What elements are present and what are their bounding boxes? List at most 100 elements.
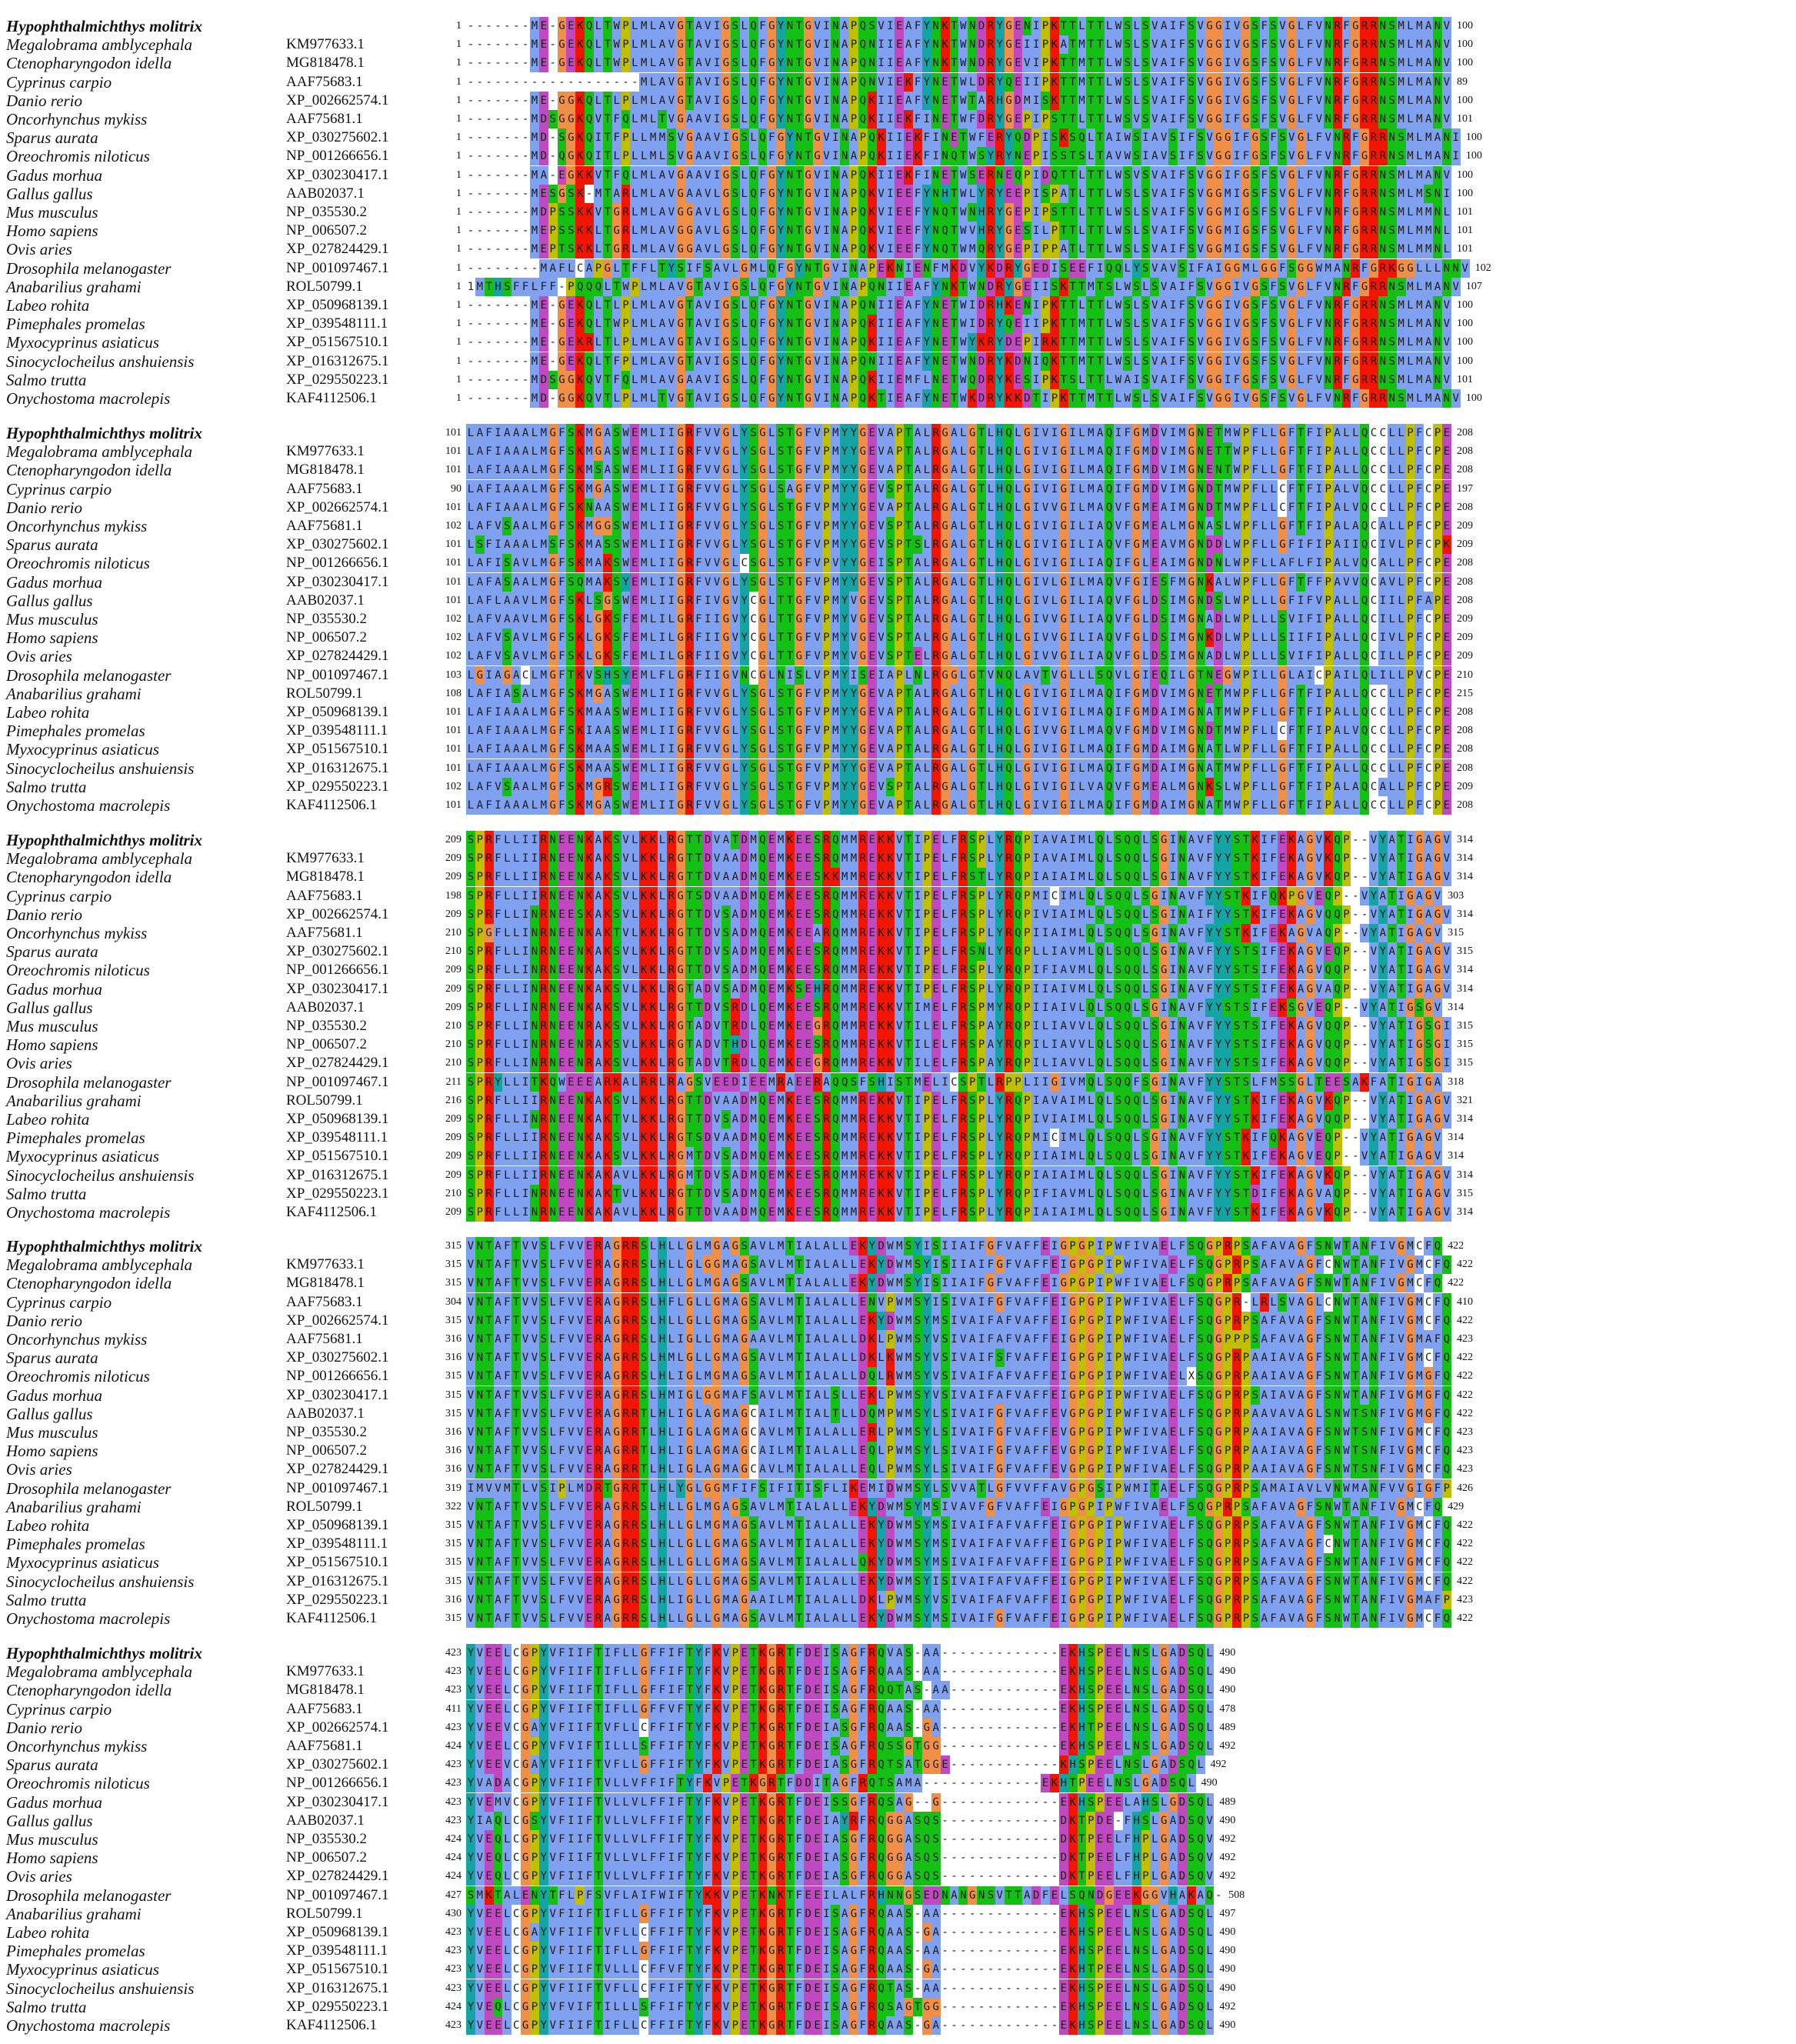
residue-cell: L	[767, 703, 777, 722]
residue-cell: M	[538, 554, 548, 573]
residue-cell: G	[1351, 91, 1361, 110]
residue-cell: R	[1369, 240, 1378, 259]
residue-cell: A	[1159, 535, 1169, 555]
residue-cell: T	[977, 572, 986, 592]
residue-cell: G	[721, 333, 731, 352]
residue-cell: F	[694, 610, 704, 629]
residue-cell: V	[1441, 35, 1451, 55]
residue-cell: R	[1360, 333, 1370, 352]
residue-cell: L	[921, 498, 931, 517]
residue-cell: A	[1332, 572, 1342, 592]
residue-cell: A	[885, 703, 895, 722]
residue-cell: L	[1077, 759, 1087, 778]
residue-cell: S	[566, 572, 576, 592]
residue-cell: Q	[1105, 722, 1115, 741]
residue-cell: I	[1168, 91, 1178, 110]
residue-cell: S	[611, 629, 621, 648]
residue-cell: T	[1095, 110, 1105, 128]
residue-cell: V	[493, 517, 503, 535]
residue-cell: -	[521, 91, 531, 110]
residue-cell: A	[1041, 849, 1050, 869]
residue-cell: F	[803, 722, 813, 741]
residue-cell: Q	[748, 389, 758, 408]
residue-cell: Q	[1105, 759, 1115, 778]
residue-cell: V	[1387, 572, 1397, 592]
residue-cell: N	[895, 258, 905, 278]
residue-cell: E	[867, 665, 877, 685]
residue-cell: S	[1396, 128, 1406, 148]
residue-cell: G	[1214, 110, 1224, 128]
residue-cell: E	[1205, 684, 1215, 703]
residue-cell: S	[1268, 184, 1278, 203]
residue-cell: S	[1278, 147, 1288, 166]
residue-cell: V	[1314, 333, 1324, 352]
residue-cell: L	[1387, 647, 1397, 666]
residue-cell: H	[995, 517, 1005, 535]
residue-cell: M	[1086, 461, 1096, 480]
residue-cell: F	[1287, 554, 1297, 573]
residue-cell: I	[712, 72, 722, 92]
residue-cell: L	[1387, 759, 1397, 778]
residue-cell: R	[685, 759, 695, 778]
residue-cell: N	[1195, 684, 1205, 703]
residue-cell: S	[566, 203, 576, 222]
residue-cell: L	[1223, 572, 1233, 592]
residue-cell: N	[1195, 424, 1205, 442]
residue-cell: W	[958, 72, 968, 92]
residue-cell: F	[1178, 296, 1187, 315]
residue-cell: L	[1086, 128, 1096, 148]
residue-cell: A	[1105, 128, 1115, 148]
residue-cell: G	[1131, 572, 1141, 592]
residue-cell: R	[685, 517, 695, 535]
residue-cell: R	[1369, 17, 1378, 35]
residue-cell: P	[821, 572, 831, 592]
residue-cell: G	[1022, 629, 1032, 648]
residue-cell: L	[630, 91, 640, 110]
residue-cell: P	[849, 315, 858, 334]
residue-cell: G	[1241, 35, 1251, 55]
residue-cell: Q	[1004, 684, 1014, 703]
residue-cell: A	[1433, 389, 1442, 408]
residue-cell: E	[630, 703, 640, 722]
residue-cell: F	[1305, 315, 1315, 334]
residue-cell: G	[557, 370, 567, 389]
residue-cell: S	[730, 165, 740, 185]
alignment-block-3: Hypophthalmichthys molitrix 209 S P R F L L I I R N…	[0, 831, 1796, 1222]
species-name: Myxocyprinus asiaticus	[6, 740, 159, 759]
residue-cell: K	[575, 352, 585, 371]
residue-cell: P	[895, 498, 905, 517]
residue-cell: T	[1058, 72, 1068, 92]
residue-cell: L	[730, 554, 740, 573]
residue-cell: M	[1223, 684, 1233, 703]
residue-cell: R	[995, 147, 1005, 166]
residue-cell: L	[739, 17, 749, 35]
residue-cell: A	[730, 849, 740, 869]
residue-cell: T	[1058, 17, 1068, 35]
residue-cell: I	[1232, 128, 1242, 148]
residue-cell: A	[1378, 517, 1388, 535]
residue-cell: F	[1122, 517, 1132, 535]
residue-cell: A	[913, 796, 922, 815]
residue-cell: M	[538, 629, 548, 648]
residue-cell: F	[1250, 442, 1260, 462]
residue-cell: I	[1114, 554, 1123, 573]
residue-cell: G	[968, 684, 978, 703]
residue-cell: T	[602, 17, 612, 35]
residue-cell: L	[730, 479, 740, 498]
residue-cell: L	[1223, 740, 1233, 759]
residue-cell: A	[1296, 831, 1306, 849]
residue-cell: F	[1414, 740, 1424, 759]
residue-cell: F	[1414, 498, 1424, 517]
residue-cell: N	[1323, 240, 1333, 259]
residue-cell: A	[1095, 442, 1105, 462]
residue-cell: W	[1232, 684, 1242, 703]
residue-cell: N	[1433, 203, 1442, 222]
residue-cell: Y	[995, 184, 1005, 203]
residue-cell: P	[621, 91, 631, 110]
residue-cell: I	[904, 258, 914, 278]
residue-cell: A	[904, 91, 914, 110]
residue-cell: A	[1095, 498, 1105, 517]
residue-cell: A	[1205, 647, 1215, 666]
residue-cell: M	[840, 831, 850, 849]
residue-cell: E	[630, 498, 640, 517]
